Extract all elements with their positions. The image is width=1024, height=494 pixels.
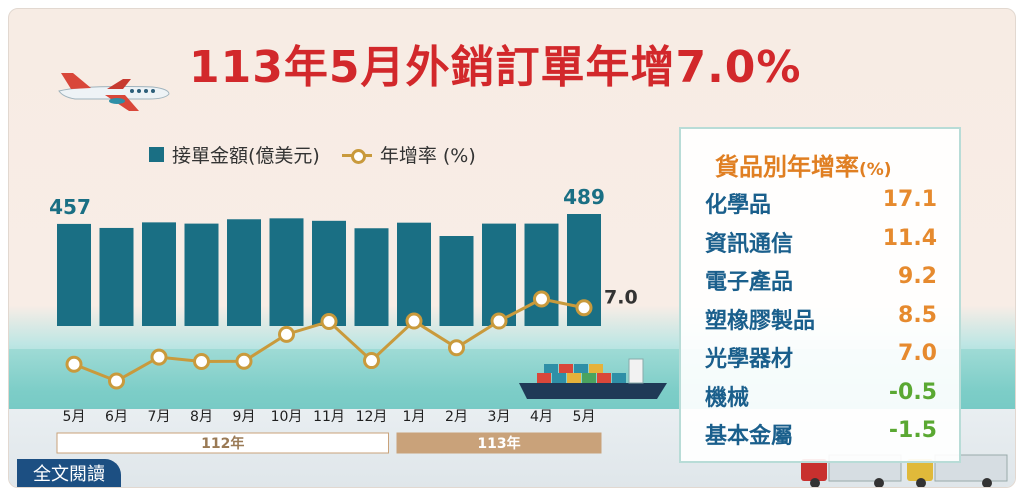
year-label-1: 113年 [477,435,520,452]
bar-1 [99,227,134,326]
cargo-ship-icon [519,358,667,399]
category-value: 17.1 [882,187,937,212]
legend-line-swatch [341,147,372,164]
bar-11 [524,223,559,326]
x-tick-5: 10月 [271,409,303,425]
growth-point-6 [320,313,338,331]
bar-label-last: 489 [563,185,605,209]
category-value: -0.5 [888,379,937,405]
growth-point-2 [150,348,168,366]
airplane-icon [58,73,170,111]
panel-title-text: 貨品別年增率 [715,153,859,181]
growth-point-11 [533,290,550,308]
year-label-0: 112年 [201,435,244,452]
year-band-0 [56,432,389,454]
bar-label-first: 457 [49,195,91,219]
category-name: 塑橡膠製品 [705,308,816,334]
growth-point-7 [363,352,380,370]
infographic-card: 113年5月外銷訂單年增7.0% 接單金額(億美元) 年增率 (%) 457 48… [8,8,1016,488]
panel-unit: (%) [859,160,892,180]
panel-title: 貨品別年增率(%) [715,147,892,182]
growth-point-9 [448,339,465,357]
bar-0 [57,223,91,326]
category-name: 資訊通信 [705,231,794,257]
growth-point-1 [108,372,125,390]
growth-point-12 [575,299,593,317]
category-value: 7.0 [898,341,937,366]
bar-2 [142,222,176,326]
bar-4 [227,219,261,326]
category-name: 基本金屬 [705,424,794,449]
legend-bar-label: 接單金額(億美元) [172,145,320,167]
x-tick-9: 2月 [445,409,468,425]
growth-point-4 [235,352,253,370]
growth-label-last: 7.0 [604,287,638,309]
x-tick-7: 12月 [356,409,388,425]
category-row: 基本金屬 -1.5 [705,418,937,452]
read-full-text-button[interactable]: 全文閱讀 [17,459,121,487]
x-tick-6: 11月 [313,409,345,425]
bar-3 [184,223,219,326]
category-value: -1.5 [888,418,937,443]
x-tick-8: 1月 [403,409,426,425]
category-value: 11.4 [882,225,937,251]
bar-7 [354,228,389,326]
chart-legend: 接單金額(億美元) 年增率 (%) [149,141,476,168]
category-row: 機械 -0.5 [705,380,937,414]
x-tick-1: 6月 [105,409,128,425]
x-tick-3: 8月 [190,409,213,425]
bar-9 [439,236,474,326]
bar-8 [397,222,431,326]
growth-point-5 [278,325,295,343]
category-row: 塑橡膠製品 8.5 [705,303,937,337]
x-tick-10: 3月 [488,409,511,425]
bar-5 [269,218,304,326]
year-band-1 [396,432,602,454]
growth-point-0 [65,355,83,373]
bar-6 [312,220,346,326]
x-tick-2: 7月 [148,409,171,425]
legend-line-label: 年增率 (%) [379,145,476,167]
category-row: 資訊通信 11.4 [705,226,937,260]
x-tick-4: 9月 [233,409,256,425]
category-name: 電子產品 [705,270,794,295]
category-row: 化學品 17.1 [705,187,937,221]
x-tick-12: 5月 [573,409,596,425]
category-row: 光學器材 7.0 [705,341,937,375]
growth-point-3 [193,352,210,370]
legend-bar-swatch [149,147,164,162]
growth-point-8 [405,312,423,330]
category-growth-panel: 貨品別年增率(%) 化學品 17.1 資訊通信 11.4 電子產品 9.2 塑橡膠製品 8.5… [679,127,961,463]
x-tick-11: 4月 [530,409,553,425]
category-row: 電子產品 9.2 [705,264,937,298]
growth-point-10 [490,312,508,330]
category-name: 機械 [705,385,750,411]
category-name: 光學器材 [705,347,794,372]
category-value: 9.2 [898,264,937,289]
category-value: 8.5 [898,302,937,328]
orders-chart: 457 489 7.0 5月 6月 7月 8月 9月 10月 11月 12月 1月 2月 3月 4月 5月 1… [49,185,638,454]
page-title: 113年5月外銷訂單年增7.0% [189,42,802,93]
category-name: 化學品 [705,193,772,218]
x-tick-0: 5月 [63,409,86,425]
bar-10 [482,223,516,326]
